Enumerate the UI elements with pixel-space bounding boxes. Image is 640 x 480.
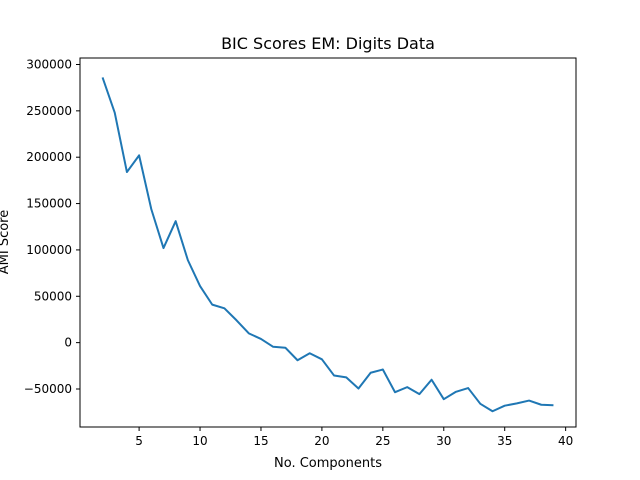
axes-frame [79,57,577,428]
y-tick-label: 300000 [26,57,72,71]
y-tick-label: 0 [64,336,72,350]
x-tick-label: 5 [135,434,143,448]
x-axis-ticks: 5 10 15 20 25 30 35 40 [135,427,573,448]
x-tick-label: 40 [558,434,573,448]
y-tick-label: 200000 [26,150,72,164]
x-tick-label: 35 [497,434,512,448]
y-axis-ticks: −50000 0 50000 100000 150000 200000 250000 3000… [24,57,80,396]
y-tick-label: −50000 [24,382,72,396]
y-tick-label: 250000 [26,104,72,118]
x-tick-label: 10 [192,434,207,448]
series-line [101,77,554,413]
x-tick-label: 15 [253,434,268,448]
x-tick-label: 20 [314,434,329,448]
plot-area [79,57,577,428]
x-tick-label: 25 [375,434,390,448]
y-tick-label: 100000 [26,243,72,257]
chart-title: BIC Scores EM: Digits Data [221,34,435,53]
y-axis-label: AMI Score [0,210,12,275]
y-tick-label: 150000 [26,197,72,211]
y-tick-label: 50000 [34,289,72,303]
x-tick-label: 30 [436,434,451,448]
x-axis-label: No. Components [274,456,382,471]
